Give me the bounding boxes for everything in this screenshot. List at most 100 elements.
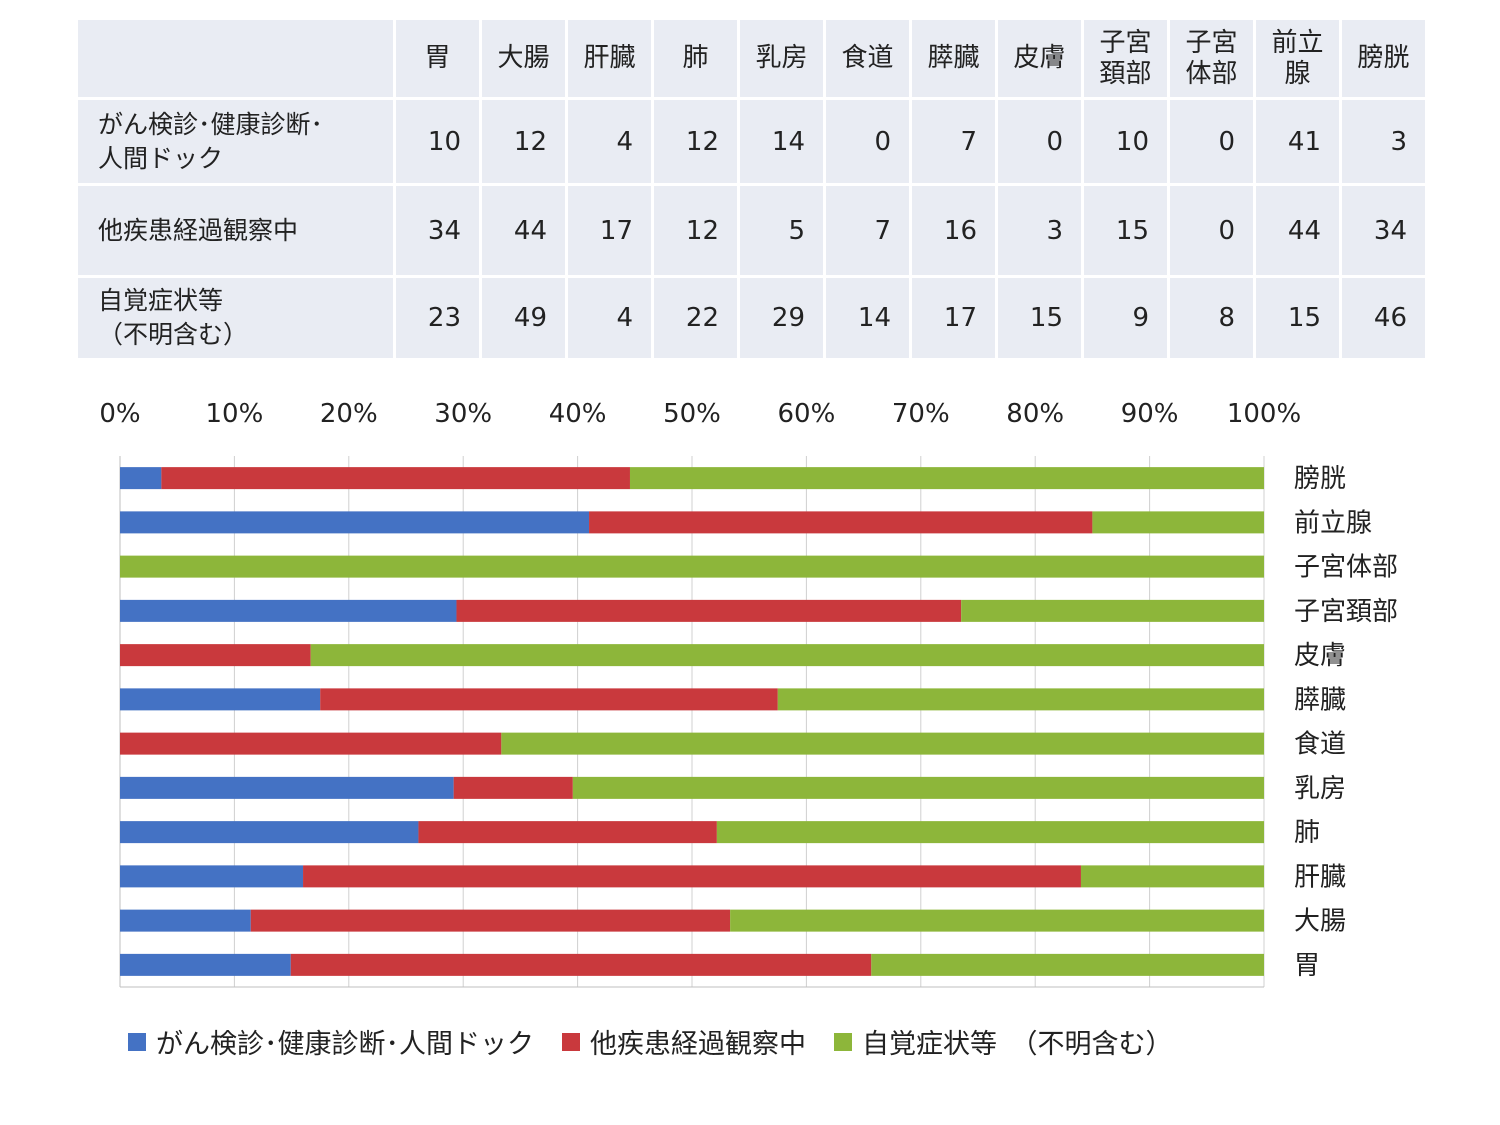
table-cell: 46 — [1342, 278, 1425, 358]
x-tick-label: 40% — [549, 399, 607, 429]
bar-segment — [120, 953, 291, 976]
bar-segment — [120, 555, 1264, 578]
table-cell: 17 — [568, 186, 651, 275]
table-cell: 7 — [826, 186, 909, 275]
table-cell: 12 — [654, 100, 737, 183]
category-label: 肺 — [1294, 818, 1320, 848]
x-tick-label: 80% — [1006, 399, 1064, 429]
table-cell: 22 — [654, 278, 737, 358]
x-tick-label: 90% — [1121, 399, 1179, 429]
bar-segment — [629, 467, 1264, 490]
category-label: 膵臓 — [1294, 685, 1346, 715]
table-cell: 29 — [740, 278, 823, 358]
category-label: 胃 — [1294, 951, 1320, 981]
table-corner — [78, 20, 393, 97]
table-cell: 0 — [1170, 186, 1253, 275]
column-header: 肝臓 — [568, 20, 651, 97]
bar-segment — [120, 688, 321, 711]
bar-segment — [453, 776, 573, 799]
table-cell: 34 — [1342, 186, 1425, 275]
bar-segment — [1092, 511, 1264, 534]
category-label: 前立腺 — [1294, 508, 1372, 538]
bar-segment — [572, 776, 1264, 799]
table-cell: 14 — [740, 100, 823, 183]
legend-label: 自覚症状等 （不明含む） — [862, 1029, 1173, 1060]
bar-segment — [501, 732, 1264, 755]
column-header: 肺 — [654, 20, 737, 97]
table-header-row: 胃 大腸 肝臓 肺 乳房 食道 膵臓 皮膚 子宮 頚部 子宮 体部 前立 腺 膀… — [78, 20, 1425, 97]
column-header: 乳房 — [740, 20, 823, 97]
row-header: 自覚症状等 （不明含む） — [78, 278, 393, 358]
row-header: がん検診･健康診断･ 人間ドック — [78, 100, 393, 183]
column-header: 食道 — [826, 20, 909, 97]
bar-segment — [120, 644, 311, 667]
table-cell: 15 — [1084, 186, 1167, 275]
bar-segment — [250, 909, 731, 932]
table-row: がん検診･健康診断･ 人間ドック 10 12 4 12 14 0 7 0 10 … — [78, 100, 1425, 183]
table-cell: 12 — [654, 186, 737, 275]
category-label: 食道 — [1294, 730, 1346, 760]
table-cell: 16 — [912, 186, 995, 275]
table-cell: 0 — [826, 100, 909, 183]
table-cell: 8 — [1170, 278, 1253, 358]
table-cell: 14 — [826, 278, 909, 358]
bar-segment — [120, 732, 502, 755]
table-cell: 49 — [482, 278, 565, 358]
table-cell: 3 — [1342, 100, 1425, 183]
legend-item: 他疾患経過観察中 — [562, 1022, 806, 1061]
legend-swatch — [128, 1032, 146, 1051]
table-cell: 12 — [482, 100, 565, 183]
x-tick-label: 10% — [206, 399, 264, 429]
bar-segment — [161, 467, 630, 490]
bar-segment — [456, 599, 962, 622]
category-label: 子宮頚部 — [1294, 597, 1398, 627]
x-tick-label: 0% — [99, 399, 140, 429]
table-cell: 15 — [998, 278, 1081, 358]
table-cell: 4 — [568, 278, 651, 358]
x-tick-label: 100% — [1227, 399, 1301, 429]
legend-swatch — [562, 1032, 580, 1051]
column-header: 子宮 頚部 — [1084, 20, 1167, 97]
table-cell: 4 — [568, 100, 651, 183]
table-cell: 7 — [912, 100, 995, 183]
column-header: 膀胱 — [1342, 20, 1425, 97]
bar-segment — [418, 821, 717, 844]
bar-segment — [320, 688, 778, 711]
legend-label: がん検診･健康診断･人間ドック — [156, 1029, 534, 1060]
bar-segment — [730, 909, 1264, 932]
table-cell: 0 — [998, 100, 1081, 183]
bar-segment — [310, 644, 1265, 667]
legend-item: 自覚症状等 （不明含む） — [834, 1022, 1173, 1061]
table-cell: 10 — [396, 100, 479, 183]
table-cell: 3 — [998, 186, 1081, 275]
column-header: 前立 腺 — [1256, 20, 1339, 97]
table-cell: 23 — [396, 278, 479, 358]
bar-segment — [290, 953, 872, 976]
x-tick-label: 50% — [663, 399, 721, 429]
chart-legend: がん検診･健康診断･人間ドック 他疾患経過観察中 自覚症状等 （不明含む） — [128, 1022, 1201, 1061]
bar-segment — [120, 467, 162, 490]
bar-segment — [120, 599, 457, 622]
bar-segment — [120, 865, 304, 888]
table-cell: 5 — [740, 186, 823, 275]
bar-segment — [777, 688, 1264, 711]
table-row: 他疾患経過観察中 34 44 17 12 5 7 16 3 15 0 44 34 — [78, 186, 1425, 275]
x-tick-label: 70% — [892, 399, 950, 429]
table-row: 自覚症状等 （不明含む） 23 49 4 22 29 14 17 15 9 8 … — [78, 278, 1425, 358]
legend-item: がん検診･健康診断･人間ドック — [128, 1022, 534, 1061]
category-label: 乳房 — [1294, 774, 1346, 804]
bar-segment — [120, 776, 454, 799]
data-table: 胃 大腸 肝臓 肺 乳房 食道 膵臓 皮膚 子宮 頚部 子宮 体部 前立 腺 膀… — [75, 17, 1428, 361]
row-header: 他疾患経過観察中 — [78, 186, 393, 275]
table-cell: 44 — [482, 186, 565, 275]
column-header: 皮膚 — [998, 20, 1081, 97]
x-tick-label: 60% — [778, 399, 836, 429]
table-cell: 17 — [912, 278, 995, 358]
x-tick-label: 20% — [320, 399, 378, 429]
table-cell: 34 — [396, 186, 479, 275]
category-label: 肝臓 — [1294, 862, 1346, 892]
bar-segment — [303, 865, 1081, 888]
category-label: 膀胱 — [1294, 464, 1346, 494]
category-label: 子宮体部 — [1294, 553, 1398, 583]
